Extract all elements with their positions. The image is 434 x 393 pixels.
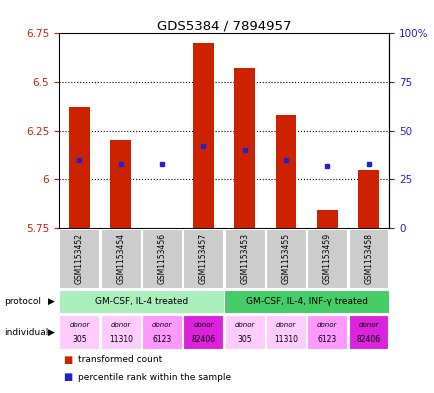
- Bar: [234, 68, 254, 228]
- Text: GSM1153456: GSM1153456: [157, 233, 166, 284]
- FancyBboxPatch shape: [224, 229, 264, 288]
- FancyBboxPatch shape: [59, 290, 224, 313]
- Text: ▶: ▶: [47, 328, 54, 336]
- FancyBboxPatch shape: [183, 316, 223, 349]
- FancyBboxPatch shape: [348, 229, 388, 288]
- Bar: [358, 170, 378, 228]
- Text: transformed count: transformed count: [78, 355, 162, 364]
- Text: ▶: ▶: [47, 297, 54, 306]
- Bar: [316, 210, 337, 228]
- Text: donor: donor: [193, 322, 213, 328]
- FancyBboxPatch shape: [306, 229, 346, 288]
- Text: GSM1153455: GSM1153455: [281, 233, 290, 284]
- Bar: [193, 43, 213, 228]
- Text: donor: donor: [234, 322, 254, 328]
- FancyBboxPatch shape: [59, 229, 99, 288]
- FancyBboxPatch shape: [306, 316, 346, 349]
- Text: donor: donor: [110, 322, 131, 328]
- FancyBboxPatch shape: [100, 229, 140, 288]
- Text: GSM1153454: GSM1153454: [116, 233, 125, 284]
- Text: 305: 305: [72, 335, 86, 344]
- FancyBboxPatch shape: [141, 316, 181, 349]
- Text: GSM1153459: GSM1153459: [322, 233, 331, 284]
- FancyBboxPatch shape: [224, 290, 388, 313]
- FancyBboxPatch shape: [265, 316, 305, 349]
- FancyBboxPatch shape: [224, 316, 264, 349]
- FancyBboxPatch shape: [59, 316, 99, 349]
- Title: GDS5384 / 7894957: GDS5384 / 7894957: [156, 19, 291, 32]
- Text: percentile rank within the sample: percentile rank within the sample: [78, 373, 231, 382]
- FancyBboxPatch shape: [183, 229, 223, 288]
- Text: GSM1153452: GSM1153452: [75, 233, 84, 284]
- Text: donor: donor: [151, 322, 172, 328]
- Text: GSM1153458: GSM1153458: [363, 233, 372, 284]
- Bar: [69, 107, 89, 228]
- Text: 82406: 82406: [191, 335, 215, 344]
- FancyBboxPatch shape: [141, 229, 181, 288]
- Text: GM-CSF, IL-4 treated: GM-CSF, IL-4 treated: [95, 297, 187, 306]
- Text: ■: ■: [63, 372, 72, 382]
- Text: GSM1153457: GSM1153457: [198, 233, 207, 284]
- Text: GSM1153453: GSM1153453: [240, 233, 249, 284]
- Text: 11310: 11310: [273, 335, 297, 344]
- FancyBboxPatch shape: [265, 229, 305, 288]
- Text: donor: donor: [358, 322, 378, 328]
- Text: GM-CSF, IL-4, INF-γ treated: GM-CSF, IL-4, INF-γ treated: [245, 297, 367, 306]
- Text: 6123: 6123: [317, 335, 336, 344]
- Text: 305: 305: [237, 335, 251, 344]
- Text: individual: individual: [4, 328, 49, 336]
- Text: 6123: 6123: [152, 335, 171, 344]
- FancyBboxPatch shape: [100, 316, 140, 349]
- Text: protocol: protocol: [4, 297, 41, 306]
- FancyBboxPatch shape: [348, 316, 388, 349]
- Text: ■: ■: [63, 354, 72, 365]
- Text: donor: donor: [275, 322, 296, 328]
- Text: 11310: 11310: [108, 335, 132, 344]
- Text: 82406: 82406: [356, 335, 380, 344]
- Text: donor: donor: [316, 322, 337, 328]
- Bar: [275, 115, 296, 228]
- Text: donor: donor: [69, 322, 89, 328]
- Bar: [110, 140, 131, 228]
